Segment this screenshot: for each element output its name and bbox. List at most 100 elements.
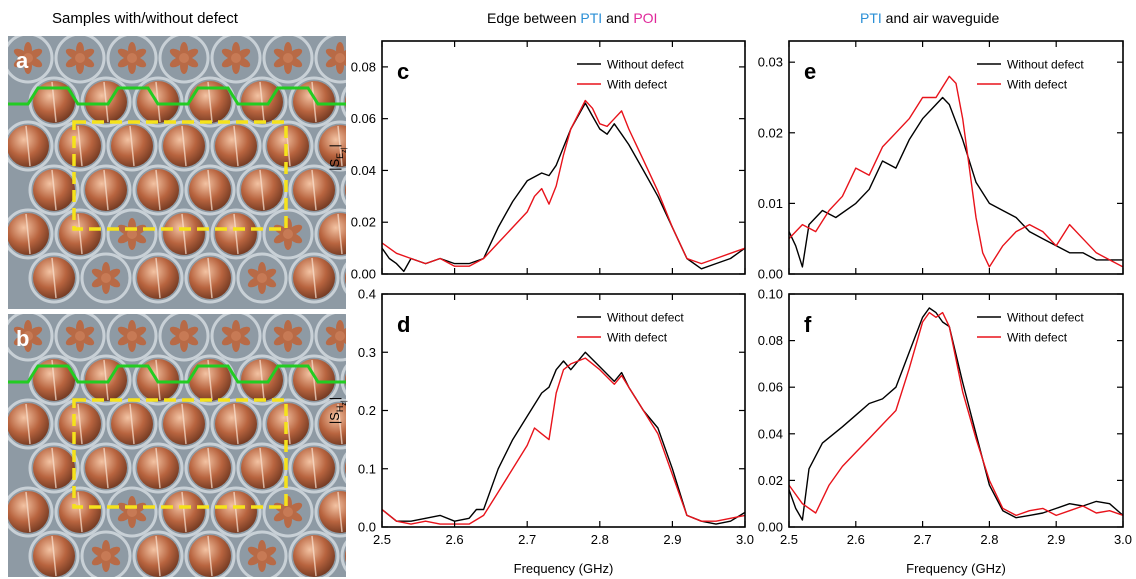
lattice-ring [184, 76, 236, 128]
y-axis-label: |SEz|| [327, 144, 348, 171]
series-line-without-defect [789, 96, 1123, 268]
disc-highlight [233, 213, 239, 255]
copper-star [273, 42, 303, 74]
x-tick-label: 2.6 [446, 532, 464, 547]
sample-photo-b-drawing: b [8, 314, 346, 577]
disc-highlight [337, 125, 343, 167]
copper-star [247, 262, 277, 294]
disc-highlight [155, 257, 161, 299]
disc-highlight [311, 81, 317, 123]
disc-highlight [103, 359, 109, 401]
disc-highlight [233, 491, 239, 533]
disc-highlight [233, 403, 239, 445]
disc-highlight [51, 257, 57, 299]
star-center [283, 331, 293, 341]
copper-star [221, 320, 251, 352]
disc-highlight [129, 125, 135, 167]
disc-highlight [207, 257, 213, 299]
y-tick-label: 0.2 [358, 403, 376, 418]
panel-letter-e: e [804, 59, 816, 84]
star-center [23, 53, 33, 63]
lattice-ring [262, 120, 314, 172]
disc-highlight [259, 81, 265, 123]
legend-label: Without defect [607, 311, 684, 325]
lattice-ring [314, 120, 346, 172]
defect-region-box [72, 120, 288, 231]
heading-pti-2: PTI [860, 10, 882, 26]
y-tick-label: 0.03 [758, 55, 783, 70]
panel-letter-a: a [16, 48, 29, 73]
x-tick-label: 3.0 [736, 532, 754, 547]
y-tick-label: 0.00 [351, 267, 376, 282]
legend-label: With defect [1007, 331, 1068, 345]
lattice-ring [288, 164, 340, 216]
disc-highlight [311, 535, 317, 577]
series-line-with-defect [382, 357, 745, 525]
series-line-without-defect [789, 307, 1123, 521]
disc-highlight [51, 535, 57, 577]
disc-highlight [259, 359, 265, 401]
lattice-ring [314, 314, 346, 362]
x-tick-label: 3.0 [1114, 532, 1132, 547]
lattice-ring [158, 36, 210, 84]
copper-star [65, 320, 95, 352]
lattice-ring [288, 442, 340, 494]
x-tick-label: 2.5 [780, 532, 798, 547]
lattice-ring [8, 208, 54, 260]
sample-photo-a-drawing: a [8, 36, 346, 309]
disc-highlight [155, 447, 161, 489]
edge-line [8, 364, 346, 384]
disc-highlight [337, 403, 343, 445]
heading-and: and [602, 10, 634, 26]
disc-highlight [155, 535, 161, 577]
lattice-ring [106, 486, 158, 538]
copper-star [325, 42, 346, 74]
lattice-ring [288, 76, 340, 128]
y-tick-label: 0.02 [758, 473, 783, 488]
y-label-subsub: z| [341, 400, 348, 406]
lattice-ring [54, 208, 106, 260]
chart-panel-c: 0.00 0.02 0.04 0.06 0.08 |SEz|| c Without defec… [327, 40, 746, 282]
copper-disc [345, 461, 346, 475]
star-center [23, 331, 33, 341]
x-tick-label: 2.5 [373, 532, 391, 547]
x-tick-label: 2.8 [980, 532, 998, 547]
lattice-ring [184, 354, 236, 406]
lattice-ring [106, 208, 158, 260]
y-tick-label: 0.1 [358, 461, 376, 476]
heading-poi: POI [633, 10, 658, 26]
star-center [101, 551, 111, 561]
legend-label: Without defect [1007, 58, 1084, 72]
plot-frame [381, 293, 746, 528]
lattice-ring [210, 486, 262, 538]
star-center [335, 331, 345, 341]
disc-highlight [233, 125, 239, 167]
photos-heading: Samples with/without defect [52, 10, 238, 27]
lattice-ring [158, 208, 210, 260]
y-label-main: |S [327, 159, 342, 171]
lattice-ring [184, 164, 236, 216]
y-tick-label: 0.3 [358, 345, 376, 360]
y-label-sub: E [335, 153, 345, 159]
lattice-ring [184, 442, 236, 494]
lattice-ring [314, 398, 346, 450]
lattice-ring [80, 354, 132, 406]
lattice-ring [262, 314, 314, 362]
star-center [283, 229, 293, 239]
y-tick-label: 0.04 [758, 426, 783, 441]
x-tick-label: 2.7 [518, 532, 536, 547]
lattice-ring [340, 262, 346, 294]
panel-letter-d: d [397, 312, 410, 337]
copper-star [325, 320, 346, 352]
y-axis-label: |SHz|| [327, 397, 348, 424]
plot-frame [381, 40, 746, 275]
disc-highlight [259, 169, 265, 211]
lattice-ring [54, 36, 106, 84]
lattice-ring [262, 398, 314, 450]
disc-highlight [311, 447, 317, 489]
disc-highlight [337, 491, 343, 533]
disc-highlight [25, 125, 31, 167]
copper-star [65, 42, 95, 74]
disc-highlight [311, 359, 317, 401]
